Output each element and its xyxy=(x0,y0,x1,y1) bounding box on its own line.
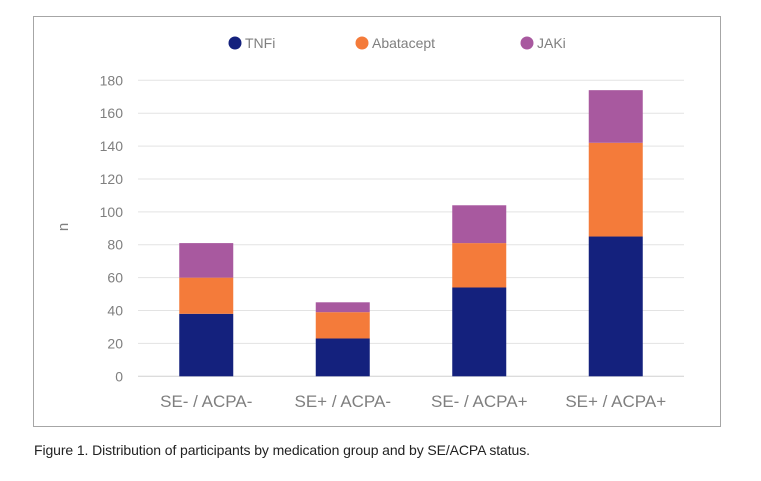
bar-segment-tnfi xyxy=(452,287,507,377)
y-tick-label: 0 xyxy=(115,368,123,384)
bars xyxy=(179,90,643,377)
y-tick-label: 100 xyxy=(100,204,124,220)
bar-segment-jaki xyxy=(588,90,643,143)
legend-label: Abatacept xyxy=(372,35,435,51)
y-axis-ticks: 0 20 40 60 80 100 120 140 160 180 xyxy=(100,72,124,384)
bar-segment-abatacept xyxy=(315,312,370,339)
legend-marker-icon xyxy=(228,36,242,50)
y-tick-label: 60 xyxy=(107,270,123,286)
bar-segment-tnfi xyxy=(588,236,643,377)
bar-segment-abatacept xyxy=(588,142,643,237)
legend-marker-icon xyxy=(355,36,369,50)
chart-frame: 0 20 40 60 80 100 120 140 160 180 SE- / ACPA- SE+ … xyxy=(33,16,721,427)
legend-marker-icon xyxy=(520,36,534,50)
y-tick-label: 160 xyxy=(100,105,124,121)
bar-segment-abatacept xyxy=(452,243,507,288)
legend-item-abatacept: Abatacept xyxy=(355,35,435,51)
y-tick-label: 120 xyxy=(100,171,124,187)
stacked-bar-chart: 0 20 40 60 80 100 120 140 160 180 SE- / ACPA- SE+ … xyxy=(55,35,684,411)
y-axis-label: n xyxy=(55,223,72,231)
y-tick-label: 80 xyxy=(107,237,123,253)
legend-label: TNFi xyxy=(245,35,275,51)
y-tick-label: 20 xyxy=(107,335,123,351)
x-category-label: SE- / ACPA+ xyxy=(431,392,528,411)
legend: TNFi Abatacept JAKi xyxy=(228,35,566,51)
bar-segment-jaki xyxy=(315,302,370,313)
x-category-label: SE- / ACPA- xyxy=(160,392,252,411)
figure-caption: Figure 1. Distribution of participants b… xyxy=(34,442,530,458)
x-category-label: SE+ / ACPA+ xyxy=(565,392,666,411)
legend-item-tnfi: TNFi xyxy=(228,35,275,51)
y-tick-label: 180 xyxy=(100,72,124,88)
y-tick-label: 140 xyxy=(100,138,124,154)
x-category-label: SE+ / ACPA- xyxy=(294,392,391,411)
bar-segment-tnfi xyxy=(179,313,234,377)
legend-label: JAKi xyxy=(537,35,566,51)
bar-segment-jaki xyxy=(179,243,234,278)
bar-segment-abatacept xyxy=(179,277,234,314)
bar-segment-tnfi xyxy=(315,338,370,377)
bar-segment-jaki xyxy=(452,205,507,244)
x-axis-categories: SE- / ACPA- SE+ / ACPA- SE- / ACPA+ SE+ / A… xyxy=(160,392,666,411)
y-tick-label: 40 xyxy=(107,303,123,319)
legend-item-jaki: JAKi xyxy=(520,35,566,51)
